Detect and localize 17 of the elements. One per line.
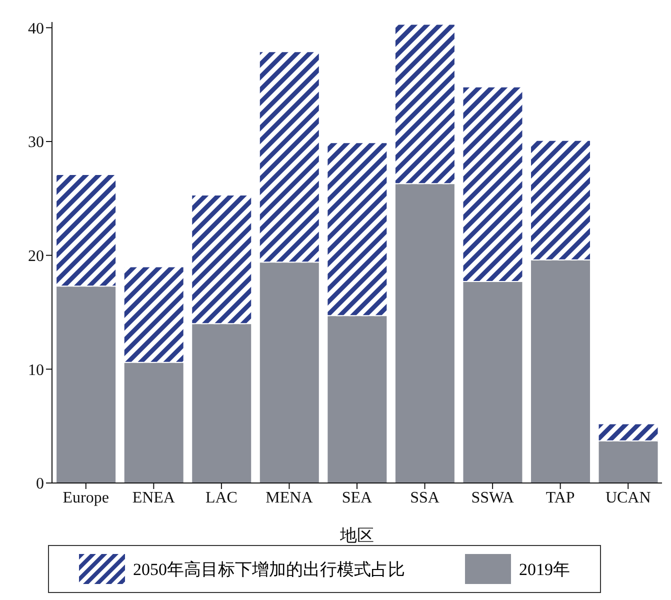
x-axis-title: 地区 (339, 526, 374, 545)
y-tick-label: 0 (36, 476, 44, 493)
x-tick-label: SEA (342, 489, 373, 506)
x-tick-label: SSWA (471, 489, 514, 506)
x-tick-label: Europe (62, 489, 109, 506)
y-tick-label: 40 (28, 20, 44, 38)
legend-label: 2050年高目标下增加的出行模式占比 (133, 558, 405, 580)
legend-label: 2019年 (519, 558, 570, 580)
y-tick-label: 10 (28, 362, 44, 379)
x-tick-label: UCAN (605, 489, 652, 506)
x-tick-label: LAC (205, 489, 238, 506)
y-tick-label: 20 (28, 248, 44, 266)
x-tick-label: ENEA (132, 489, 176, 506)
x-tick-label: MENA (266, 489, 314, 506)
x-tick-label: SSA (410, 489, 440, 506)
y-tick-label: 30 (28, 134, 44, 152)
x-tick-label: TAP (546, 489, 575, 506)
